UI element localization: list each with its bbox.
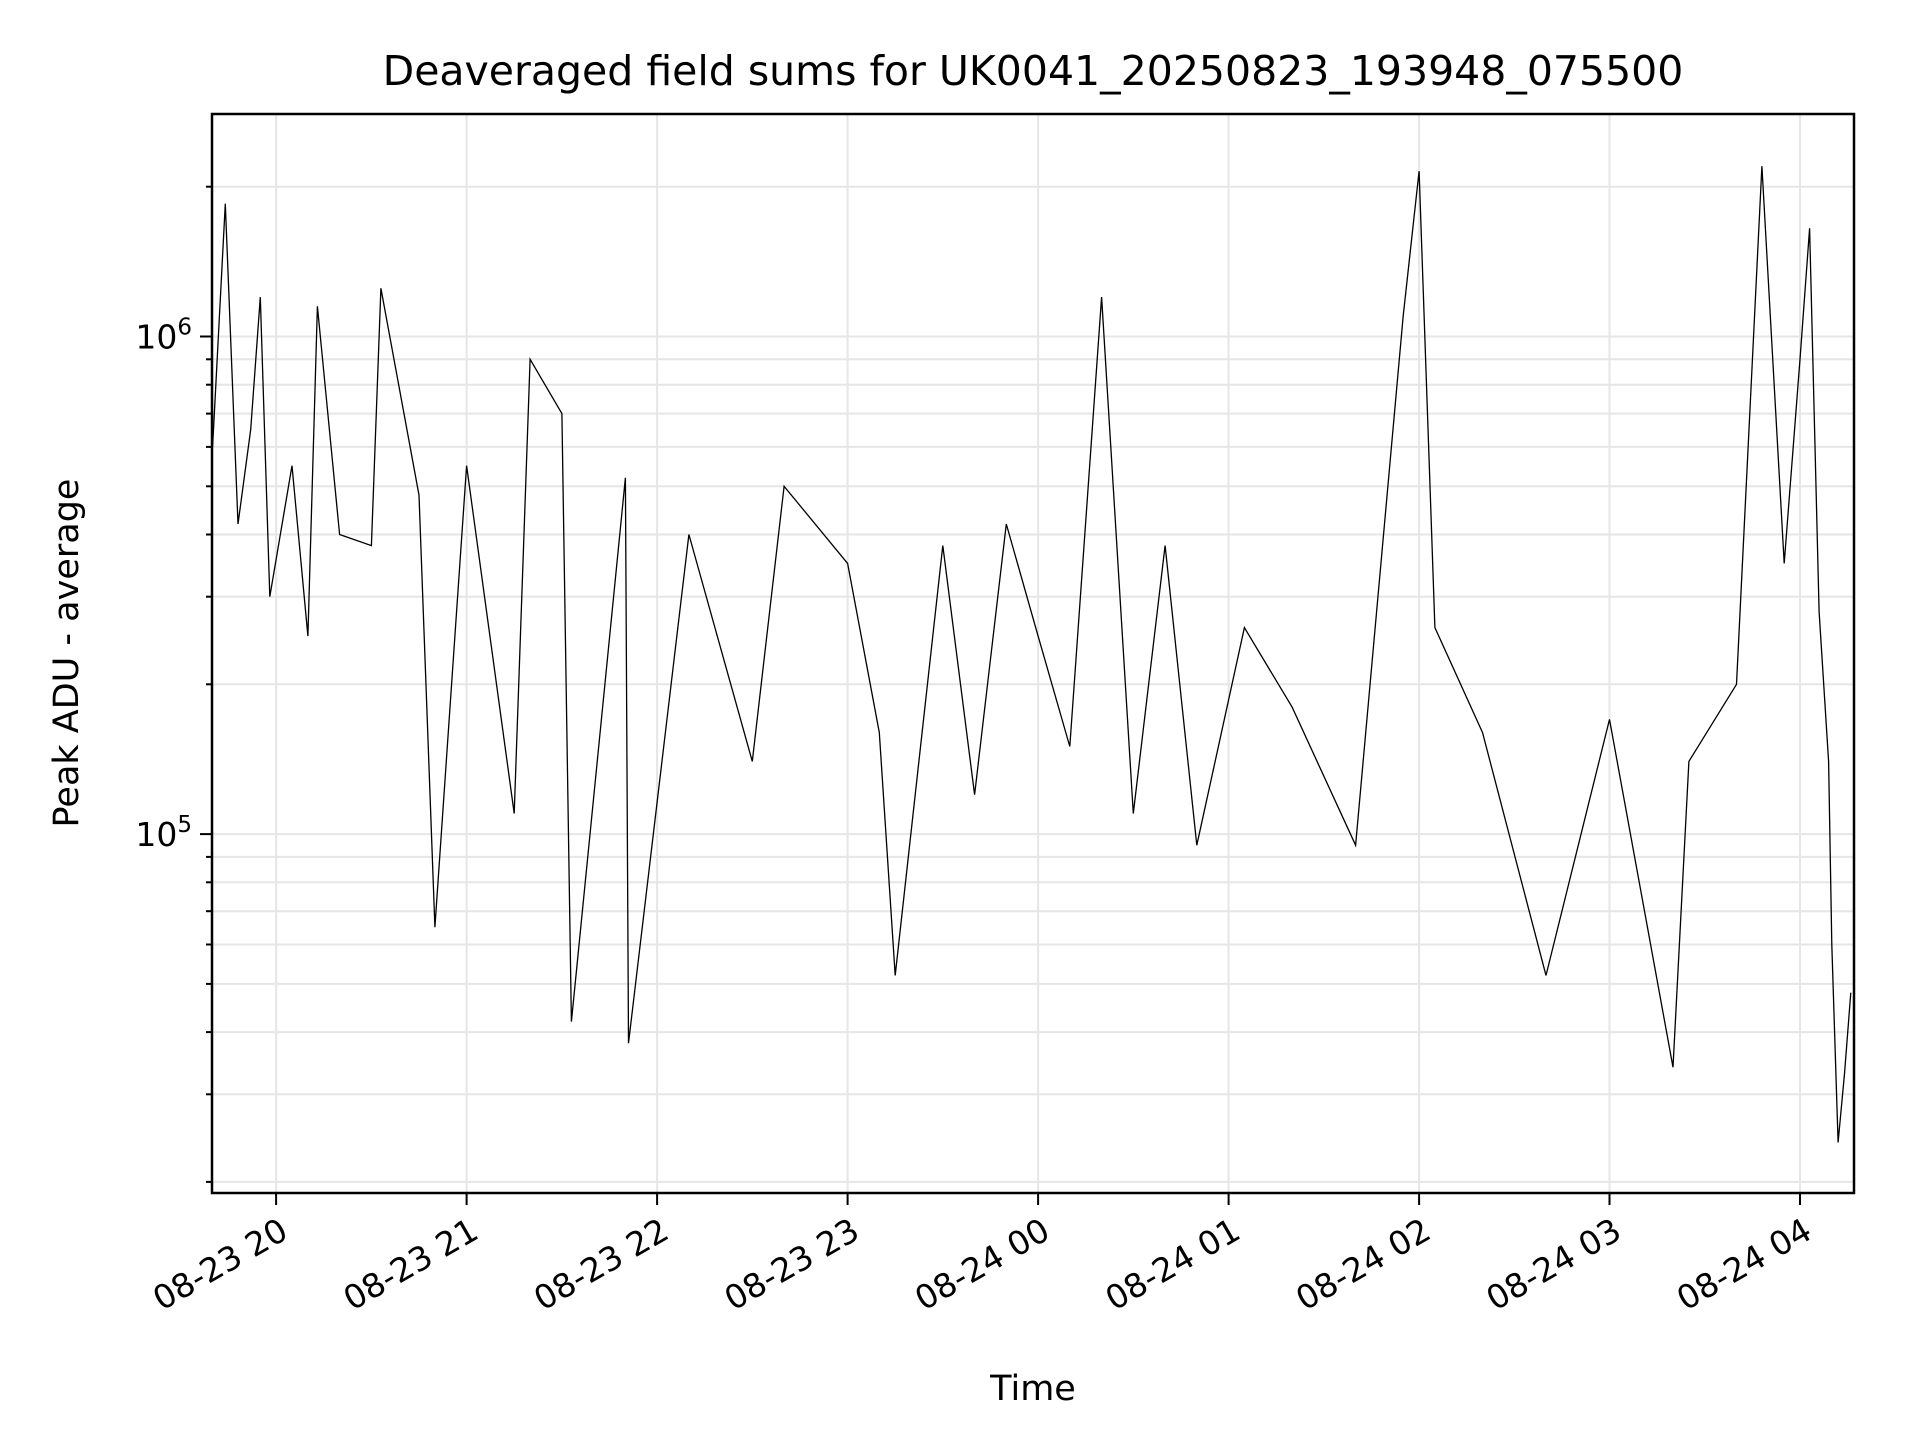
y-axis: 105 106 <box>135 185 212 1183</box>
y-axis-label: Peak ADU - average <box>47 479 87 828</box>
series-line <box>211 166 1852 1143</box>
x-tick-label: 08-24 03 <box>1480 1210 1628 1318</box>
x-tick-label: 08-23 20 <box>146 1210 294 1318</box>
x-axis: 08-23 20 08-23 21 08-23 22 08-23 23 08-24 00… <box>146 1193 1818 1318</box>
x-tick-label: 08-24 01 <box>1099 1210 1247 1318</box>
x-tick-label: 08-23 22 <box>527 1210 675 1318</box>
x-tick-label: 08-23 21 <box>337 1210 485 1318</box>
x-axis-label: Time <box>989 1369 1076 1409</box>
grid <box>212 114 1854 1193</box>
x-tick-label: 08-24 04 <box>1670 1210 1818 1318</box>
x-tick-label: 08-24 02 <box>1289 1210 1437 1318</box>
plot-frame <box>210 112 1856 1195</box>
x-tick-label: 08-23 23 <box>718 1210 866 1318</box>
series-group <box>211 166 1852 1143</box>
y-tick-label: 106 <box>135 315 192 357</box>
x-tick-label: 08-24 00 <box>908 1210 1056 1318</box>
y-tick-label: 105 <box>135 812 192 854</box>
chart-title: Deaveraged field sums for UK0041_2025082… <box>383 47 1684 95</box>
